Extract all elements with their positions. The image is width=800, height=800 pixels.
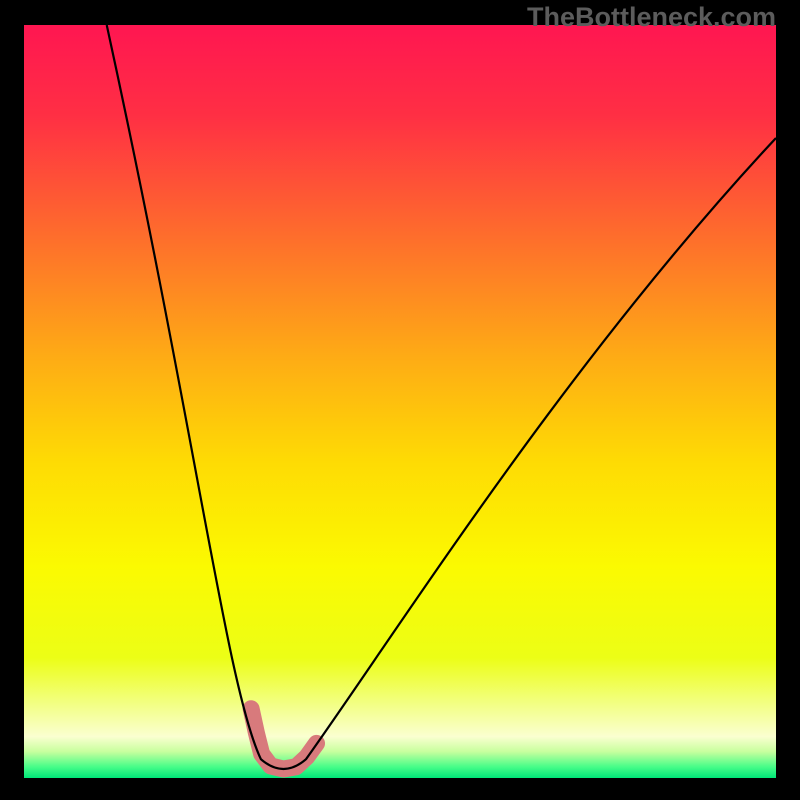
chart-svg [24, 25, 776, 778]
watermark-text: TheBottleneck.com [527, 2, 776, 33]
chart-frame [24, 25, 776, 778]
gradient-background [24, 25, 776, 778]
